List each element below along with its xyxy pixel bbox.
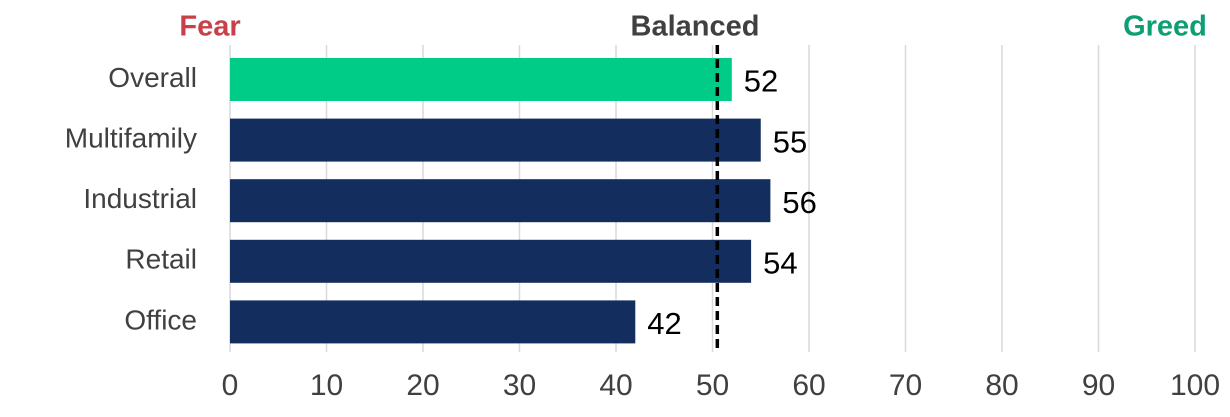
bar: [230, 300, 636, 344]
category-label: Industrial: [83, 183, 197, 214]
value-label: 42: [647, 306, 681, 341]
bar: [230, 239, 752, 283]
x-tick-label: 10: [310, 369, 343, 402]
x-tick-label: 40: [599, 369, 632, 402]
value-label: 54: [763, 245, 797, 280]
bar: [230, 58, 732, 101]
x-tick-label: 100: [1170, 369, 1220, 402]
value-label: 52: [744, 64, 778, 99]
annotation: Fear: [179, 11, 240, 43]
annotation: Greed: [1123, 11, 1207, 43]
category-label: Retail: [125, 244, 197, 275]
x-tick-label: 90: [1082, 369, 1115, 402]
x-tick-label: 70: [889, 369, 922, 402]
value-label: 56: [782, 185, 816, 220]
x-tick-label: 30: [503, 369, 536, 402]
category-label: Multifamily: [65, 122, 197, 153]
category-label: Office: [124, 304, 197, 335]
x-tick-label: 20: [406, 369, 439, 402]
bar: [230, 179, 771, 223]
annotation: Balanced: [631, 11, 760, 43]
x-tick-label: 0: [222, 369, 239, 402]
x-tick-label: 80: [985, 369, 1018, 402]
bar: [230, 118, 761, 162]
x-tick-label: 50: [696, 369, 729, 402]
x-tick-label: 60: [792, 369, 825, 402]
value-label: 55: [773, 124, 807, 159]
category-label: Overall: [108, 62, 197, 93]
